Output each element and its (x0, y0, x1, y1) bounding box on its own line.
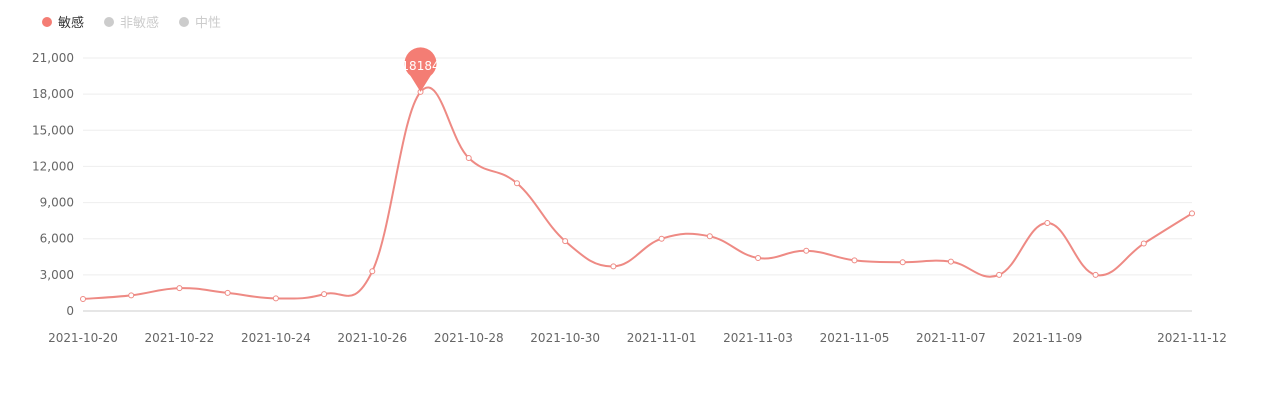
data-point[interactable] (224, 289, 231, 296)
legend-dot-icon (42, 16, 52, 27)
data-point[interactable] (80, 295, 86, 302)
data-point[interactable] (465, 154, 472, 161)
data-point[interactable] (755, 254, 762, 261)
data-point[interactable] (851, 257, 858, 264)
data-point[interactable] (1189, 210, 1195, 217)
y-tick-label: 21,000 (32, 51, 74, 65)
series-line (82, 86, 1193, 300)
legend-dot-icon (104, 16, 115, 27)
data-point[interactable] (803, 247, 810, 254)
x-tick-label: 2021-11-12 (1157, 331, 1227, 345)
legend-item-neutral[interactable]: 中性 (179, 12, 221, 31)
legend: 敏感 非敏感 中性 (42, 12, 221, 31)
y-tick-label: 18,000 (32, 87, 74, 101)
y-tick-label: 15,000 (32, 123, 74, 137)
data-point[interactable] (947, 258, 954, 265)
legend-item-non-sensitive[interactable]: 非敏感 (104, 12, 159, 31)
y-tick-label: 12,000 (32, 159, 74, 173)
data-point[interactable] (128, 292, 135, 299)
data-point[interactable] (369, 268, 376, 275)
series-layer (80, 86, 1195, 302)
mark-point-label: 18184 (401, 59, 439, 73)
data-point[interactable] (1092, 271, 1099, 278)
x-tick-label: 2021-10-26 (337, 331, 407, 345)
x-tick-label: 2021-11-07 (916, 331, 986, 345)
data-point[interactable] (272, 295, 279, 302)
mark-point-layer: 18184 (401, 47, 440, 92)
y-tick-label: 9,000 (40, 196, 74, 210)
y-tick-label: 0 (66, 304, 74, 318)
data-point[interactable] (562, 238, 569, 245)
x-tick-label: 2021-10-28 (434, 331, 504, 345)
data-point[interactable] (1140, 240, 1147, 247)
x-tick-label: 2021-10-20 (48, 331, 118, 345)
x-tick-label: 2021-11-03 (723, 331, 793, 345)
y-tick-label: 6,000 (40, 232, 74, 246)
x-tick-label: 2021-11-01 (627, 331, 697, 345)
grid-lines (83, 57, 1192, 312)
axes: 0 3,000 6,000 9,000 12,000 15,000 18,000 21,000… (32, 51, 1227, 345)
legend-label: 非敏感 (120, 16, 160, 31)
x-tick-label: 2021-10-22 (145, 331, 215, 345)
x-tick-label: 2021-10-30 (530, 331, 600, 345)
legend-label: 中性 (195, 16, 222, 31)
x-tick-label: 2021-10-24 (241, 331, 311, 345)
data-point[interactable] (1044, 220, 1051, 227)
data-point[interactable] (176, 285, 183, 292)
x-tick-label: 2021-11-09 (1012, 331, 1082, 345)
mark-point-pin-icon (404, 47, 437, 92)
x-tick-label: 2021-11-05 (820, 331, 890, 345)
data-point[interactable] (321, 291, 328, 298)
data-point[interactable] (658, 235, 665, 242)
y-tick-label: 3,000 (40, 268, 74, 282)
data-point[interactable] (610, 263, 617, 270)
data-point[interactable] (899, 259, 906, 266)
legend-dot-icon (179, 16, 190, 27)
legend-item-sensitive[interactable]: 敏感 (42, 12, 84, 31)
data-point[interactable] (996, 271, 1003, 278)
data-point[interactable] (706, 233, 713, 240)
legend-label: 敏感 (58, 16, 85, 31)
data-point[interactable] (513, 180, 520, 187)
